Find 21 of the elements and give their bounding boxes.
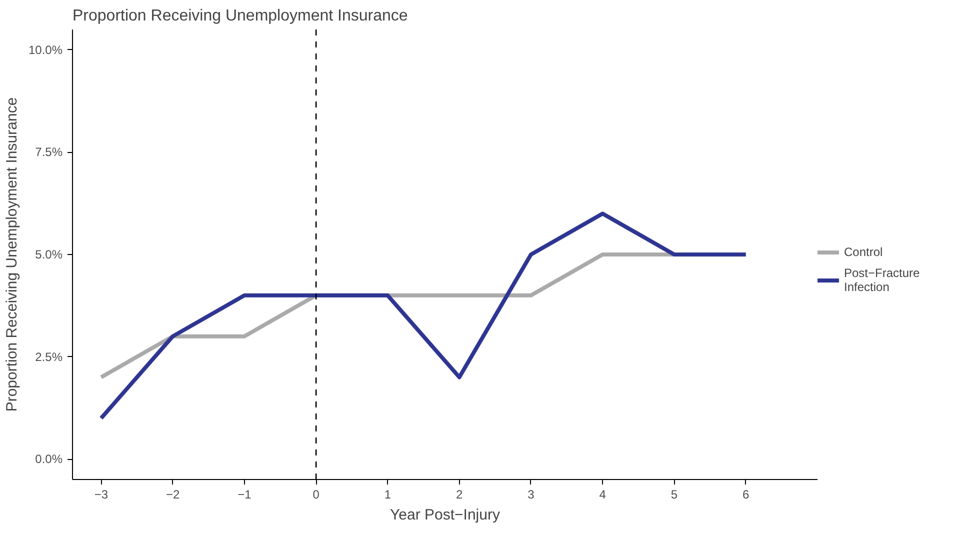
y-tick-label: 10.0%	[28, 42, 63, 57]
chart-title: Proportion Receiving Unemployment Insurance	[72, 8, 408, 24]
x-tick-label: 4	[599, 488, 606, 502]
x-tick-label: 5	[670, 488, 678, 502]
y-axis-title: Proportion Receiving Unemployment Insurance	[3, 97, 20, 412]
y-tick-label: 5.0%	[35, 248, 63, 262]
x-tick-label: −1	[238, 488, 252, 502]
x-axis-title: Year Post−Injury	[390, 506, 500, 524]
legend-label: Post−Fracture Infection	[844, 266, 920, 294]
x-tick-label: −2	[166, 488, 180, 502]
x-tick-label: 1	[384, 488, 392, 502]
y-tick-label: 2.5%	[35, 350, 63, 364]
x-tick-label: 0	[312, 488, 320, 502]
y-tick-label: 0.0%	[35, 452, 63, 466]
x-tick-label: 3	[528, 488, 535, 502]
legend-label: Control	[844, 245, 883, 259]
x-tick-label: 6	[742, 488, 750, 502]
y-tick-label: 7.5%	[35, 145, 63, 160]
x-tick-label: −3	[94, 488, 108, 502]
line-series	[99, 212, 748, 420]
x-tick-label: 2	[456, 488, 463, 502]
